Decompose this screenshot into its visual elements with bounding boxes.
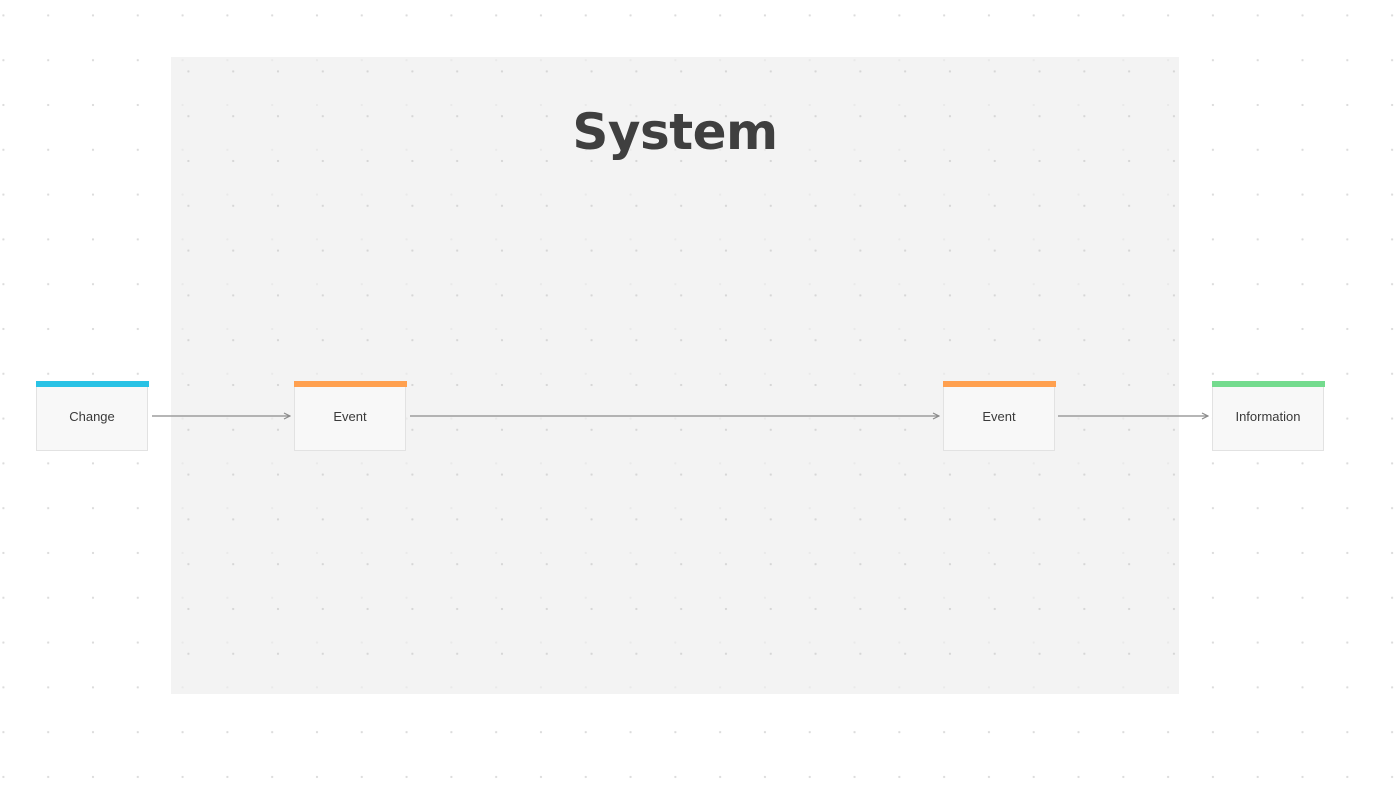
node-event-1[interactable]: Event: [294, 381, 407, 451]
node-event-2-label: Event: [982, 408, 1016, 424]
group-title: System: [572, 103, 778, 161]
system-group[interactable]: System: [171, 57, 1179, 694]
node-change[interactable]: Change: [36, 381, 149, 451]
node-change-color-bar: [36, 381, 149, 387]
node-event-1-color-bar: [294, 381, 407, 387]
node-information-label: Information: [1235, 408, 1301, 424]
node-event-1-label: Event: [333, 408, 367, 424]
node-information[interactable]: Information: [1212, 381, 1325, 451]
node-event-2-color-bar: [943, 381, 1056, 387]
node-event-2[interactable]: Event: [943, 381, 1056, 451]
node-change-label: Change: [69, 408, 115, 424]
node-information-color-bar: [1212, 381, 1325, 387]
